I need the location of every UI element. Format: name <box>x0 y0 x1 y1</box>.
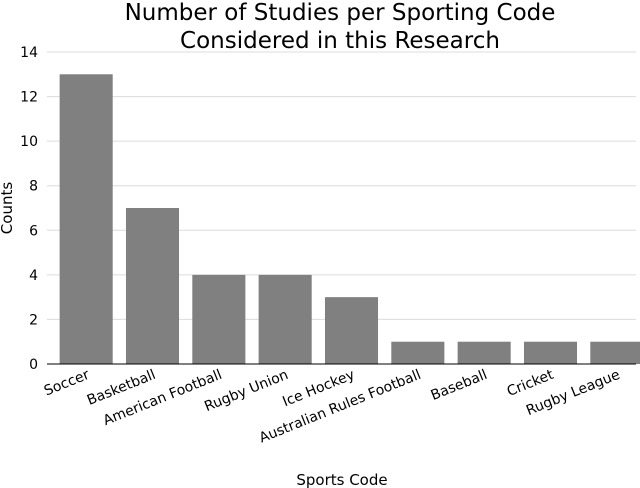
y-tick-label: 10 <box>20 134 38 150</box>
y-tick-label: 8 <box>29 179 38 195</box>
bar <box>125 208 180 364</box>
x-tick-label: Baseball <box>429 367 490 404</box>
chart-title-text: Number of Studies per Sporting Code Consi… <box>125 0 556 54</box>
y-tick-label: 0 <box>29 357 38 373</box>
bars <box>59 74 640 365</box>
y-axis-label: Counts <box>0 182 16 235</box>
chart-title-line: Considered in this Research <box>180 28 500 54</box>
bar <box>457 341 511 364</box>
bar <box>192 274 246 364</box>
x-axis-label: Sports Code <box>296 471 387 488</box>
y-tick-label: 6 <box>29 223 38 239</box>
bar <box>523 341 578 364</box>
y-tick-labels: 0 2 4 6 8 10 12 14 <box>20 45 38 373</box>
y-tick-label: 4 <box>29 268 38 284</box>
y-tick-label: 12 <box>20 90 38 106</box>
y-tick-label: 2 <box>29 312 38 328</box>
bar <box>324 297 379 364</box>
bar <box>258 274 312 364</box>
y-tick-label: 14 <box>20 45 38 61</box>
bar <box>590 341 640 364</box>
chart-title-line: Number of Studies per Sporting Code <box>125 0 556 26</box>
bar <box>59 74 113 365</box>
bar <box>391 341 445 364</box>
chart-title: Number of Studies per Sporting Code Consi… <box>125 0 556 54</box>
